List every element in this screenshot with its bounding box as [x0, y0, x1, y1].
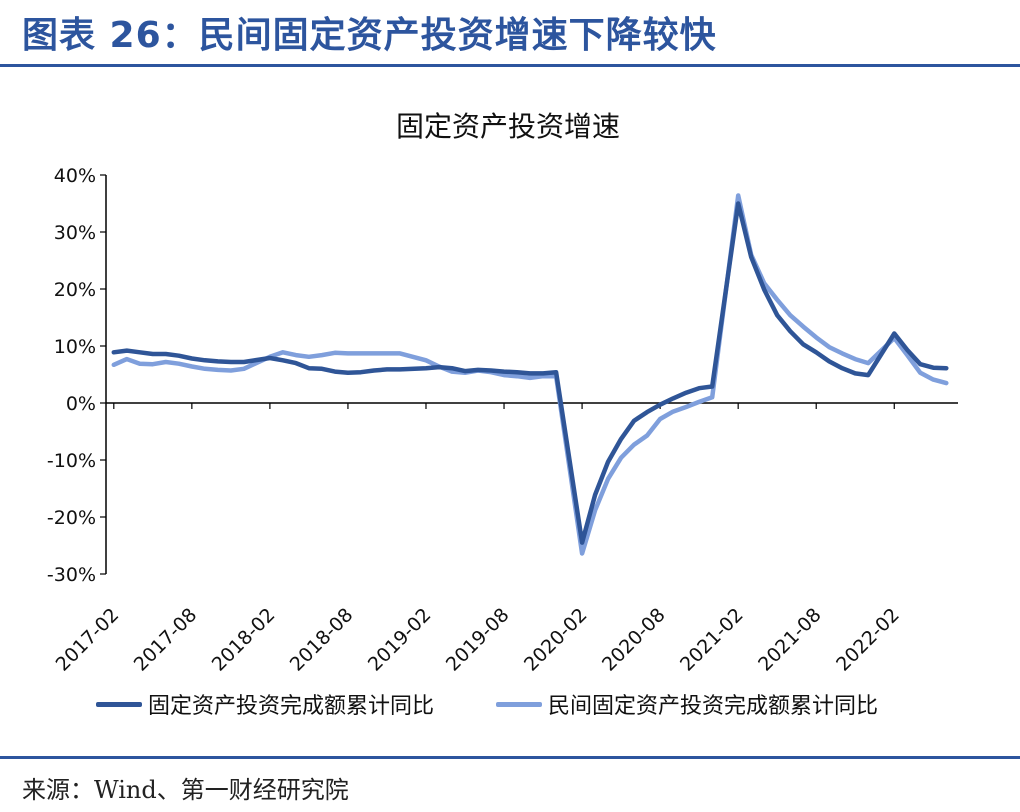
line-chart: 固定资产投资增速 40% 30% 20% 10% 0% -10% -20% -30% 2017…: [47, 110, 958, 676]
page-title: 图表 26：民间固定资产投资增速下降较快: [22, 15, 717, 56]
x-tick-label: 2018-08: [286, 604, 358, 676]
x-tick-label: 2017-08: [130, 604, 202, 676]
y-axis-ticks: 40% 30% 20% 10% 0% -10% -20% -30%: [47, 165, 106, 586]
x-tick-label: 2020-02: [520, 604, 592, 676]
x-tick-label: 2021-08: [754, 604, 826, 676]
x-tick-label: 2021-02: [676, 604, 748, 676]
legend-label-private-investment: 民间固定资产投资完成额累计同比: [548, 694, 879, 719]
y-tick-label: -10%: [47, 450, 96, 472]
y-tick-label: -30%: [47, 564, 96, 586]
legend-swatch-total-investment: [96, 701, 142, 707]
chart-series: [111, 193, 949, 556]
footer-divider: [0, 756, 1020, 759]
series-line-private-investment: [111, 193, 949, 556]
x-tick-label: 2022-02: [832, 604, 904, 676]
legend-swatch-private-investment: [496, 701, 542, 707]
y-tick-label: 10%: [54, 336, 96, 358]
x-axis-ticks: 2017-02 2017-08 2018-02 2018-08 2019-02 2019-…: [52, 403, 904, 676]
y-tick-label: 20%: [54, 279, 96, 301]
legend-label-total-investment: 固定资产投资完成额累计同比: [148, 694, 435, 719]
series-line-total-investment: [111, 201, 949, 545]
chart-legend: 固定资产投资完成额累计同比 民间固定资产投资完成额累计同比: [0, 688, 1020, 720]
chart-title: 固定资产投资增速: [396, 110, 620, 143]
x-tick-label: 2020-08: [598, 604, 670, 676]
header-divider: [0, 64, 1020, 67]
legend-item-total-investment: 固定资产投资完成额累计同比: [96, 688, 434, 720]
y-tick-label: -20%: [47, 507, 96, 529]
y-tick-label: 40%: [54, 165, 96, 187]
x-tick-label: 2019-08: [442, 604, 514, 676]
y-tick-label: 0%: [66, 393, 96, 415]
y-tick-label: 30%: [54, 222, 96, 244]
source-note: 来源：Wind、第一财经研究院: [22, 776, 349, 804]
legend-item-private-investment: 民间固定资产投资完成额累计同比: [496, 688, 878, 720]
x-tick-label: 2019-02: [364, 604, 436, 676]
x-tick-label: 2018-02: [208, 604, 280, 676]
x-tick-label: 2017-02: [52, 604, 124, 676]
